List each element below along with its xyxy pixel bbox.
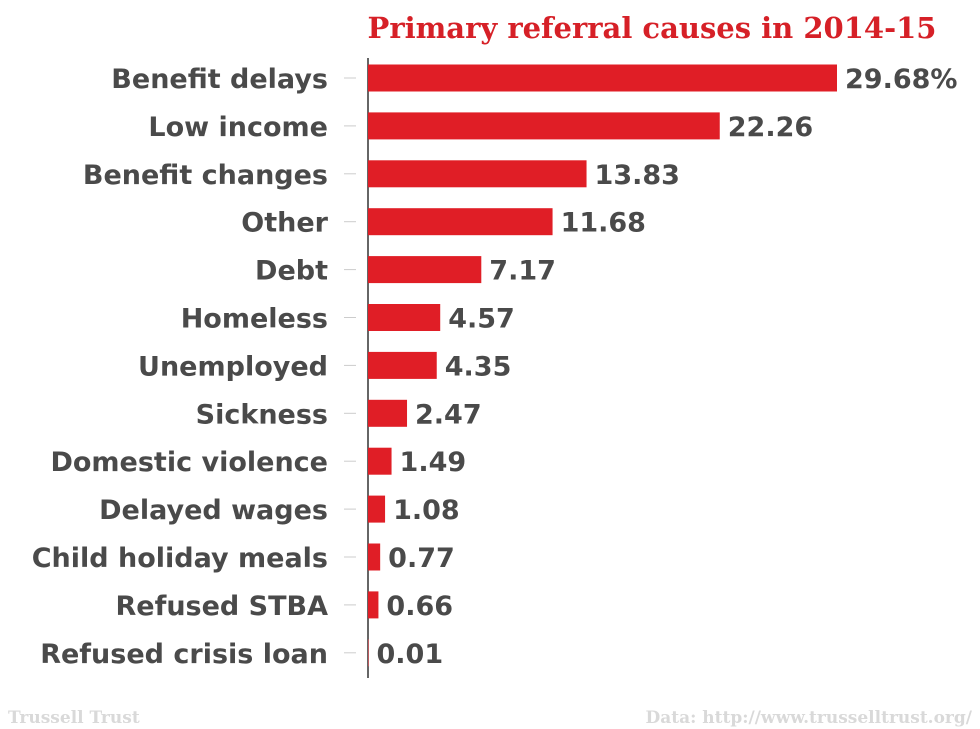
bar [368,160,587,188]
value-label: 29.68% [845,64,957,95]
value-label: 0.01 [377,639,444,670]
footer-source-left: Trussell Trust [8,708,140,728]
bar [368,304,441,331]
category-label: Domestic violence [50,447,328,478]
value-label: 4.35 [445,351,512,382]
value-label: 0.66 [386,591,453,622]
value-label: 0.77 [388,543,455,574]
bar [368,64,837,92]
value-label: 7.17 [489,256,556,287]
bar [368,399,408,427]
bar [368,447,392,475]
category-label: Benefit changes [83,160,328,191]
value-label: 11.68 [561,208,646,239]
category-label: Refused STBA [115,591,328,622]
value-label: 1.49 [400,447,467,478]
chart-marks: Benefit delays 29.68% Low income 22.26 Benef… [32,64,958,670]
category-label: Sickness [196,399,328,430]
value-label: 13.83 [595,160,680,191]
bar [368,112,720,140]
category-label: Debt [255,256,328,287]
value-label: 2.47 [415,399,482,430]
bar [368,639,369,667]
value-label: 22.26 [728,112,813,143]
category-label: Homeless [181,304,328,335]
category-label: Refused crisis loan [40,639,328,670]
category-label: Delayed wages [99,495,328,526]
category-label: Other [241,208,328,239]
category-label: Unemployed [138,351,328,382]
value-label: 4.57 [448,304,515,335]
bar [368,495,386,523]
footer-source-right: Data: http://www.trusselltrust.org/ [645,708,972,728]
category-label: Benefit delays [111,64,328,95]
bar [368,591,379,619]
bar [368,208,553,236]
category-label: Low income [148,112,328,143]
value-label: 1.08 [393,495,460,526]
chart-title: Primary referral causes in 2014-15 [368,11,937,45]
bar [368,256,482,284]
bar [368,351,437,379]
bar [368,543,381,571]
category-label: Child holiday meals [32,543,328,574]
